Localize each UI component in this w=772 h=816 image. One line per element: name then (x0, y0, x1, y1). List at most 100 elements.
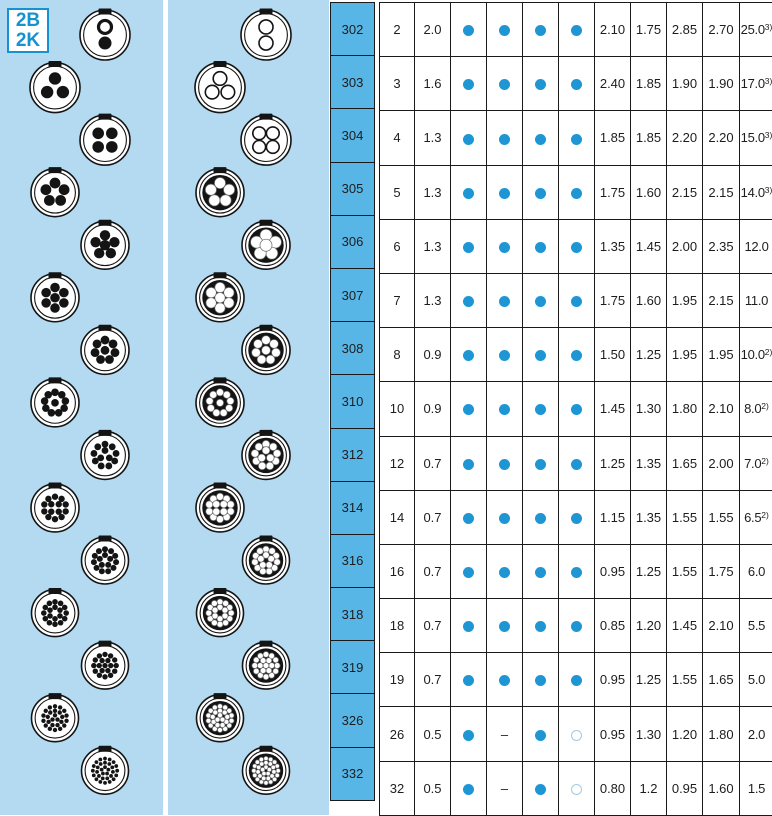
cell-contact-size: 1.3 (415, 219, 451, 273)
cell-availability-4 (559, 382, 595, 436)
cell-availability-4 (559, 761, 595, 815)
cell-value-1: 1.85 (595, 111, 631, 165)
cell-availability-4 (559, 436, 595, 490)
availability-dot (535, 242, 546, 253)
cell-value-4: 1.55 (703, 490, 740, 544)
availability-dot (535, 675, 546, 686)
availability-dot (535, 730, 546, 741)
cell-last-value: 6.52) (740, 490, 772, 544)
availability-dot (499, 188, 510, 199)
availability-dot (463, 25, 474, 36)
cell-contacts: 16 (380, 544, 415, 598)
availability-open-circle (571, 784, 582, 795)
cell-value-4: 2.35 (703, 219, 740, 273)
availability-dot (571, 513, 582, 524)
availability-dot (463, 242, 474, 253)
cell-value-3: 1.55 (667, 490, 703, 544)
row-label-326: 326 (330, 693, 375, 747)
cell-value-4: 2.10 (703, 599, 740, 653)
connector-diagram-312-male (81, 430, 129, 480)
availability-dot (499, 25, 510, 36)
availability-dot (535, 350, 546, 361)
cell-availability-1 (451, 707, 487, 761)
availability-dot (571, 79, 582, 90)
availability-dot (499, 567, 510, 578)
cell-value-1: 1.50 (595, 328, 631, 382)
cell-availability-2 (487, 653, 523, 707)
availability-dot (463, 188, 474, 199)
connector-diagram-303-male (30, 61, 80, 113)
connector-diagram-318-male (32, 588, 79, 637)
cell-availability-1 (451, 57, 487, 111)
connector-diagram-326-female (197, 693, 244, 742)
cell-value-3: 2.20 (667, 111, 703, 165)
cell-value-1: 1.25 (595, 436, 631, 490)
cell-availability-4 (559, 707, 595, 761)
cell-value-3: 1.95 (667, 273, 703, 327)
cell-value-3: 0.95 (667, 761, 703, 815)
cell-last-value: 6.0 (740, 544, 772, 598)
row-label-319: 319 (330, 640, 375, 694)
cell-contact-size: 0.7 (415, 490, 451, 544)
connector-diagram-308-male (81, 325, 129, 375)
cell-last-value: 14.03) (740, 165, 772, 219)
cell-value-1: 1.35 (595, 219, 631, 273)
cell-availability-1 (451, 273, 487, 327)
availability-dot (571, 621, 582, 632)
cell-value-4: 1.75 (703, 544, 740, 598)
connector-diagram-332-female (243, 746, 290, 795)
connector-diagram-302-male (80, 9, 130, 61)
connector-diagram-302-female (241, 9, 291, 61)
cell-value-4: 2.00 (703, 436, 740, 490)
cell-contact-size: 0.5 (415, 761, 451, 815)
availability-dot (535, 296, 546, 307)
cell-value-1: 2.40 (595, 57, 631, 111)
availability-dot (535, 404, 546, 415)
cell-value-1: 1.45 (595, 382, 631, 436)
cell-contacts: 2 (380, 3, 415, 57)
availability-dot (535, 459, 546, 470)
cell-contact-size: 0.9 (415, 328, 451, 382)
cell-availability-2 (487, 165, 523, 219)
availability-dot (463, 567, 474, 578)
cell-value-4: 1.65 (703, 653, 740, 707)
cell-availability-3 (523, 436, 559, 490)
connector-diagram-316-male (82, 536, 129, 585)
cell-availability-4 (559, 111, 595, 165)
cell-value-2: 1.2 (631, 761, 667, 815)
cell-availability-2: – (487, 761, 523, 815)
cell-value-4: 1.80 (703, 707, 740, 761)
availability-dot (535, 79, 546, 90)
cell-value-4: 2.15 (703, 165, 740, 219)
cell-last-value: 11.0 (740, 273, 772, 327)
availability-dot (535, 134, 546, 145)
availability-dot (571, 25, 582, 36)
cell-availability-3 (523, 599, 559, 653)
availability-dot (463, 350, 474, 361)
cell-value-4: 2.15 (703, 273, 740, 327)
availability-dot (463, 404, 474, 415)
cell-value-3: 2.85 (667, 3, 703, 57)
cell-contact-size: 0.9 (415, 382, 451, 436)
connector-diagram-307-female (196, 272, 244, 322)
footnote-marker: 2) (761, 401, 769, 411)
availability-dot (535, 621, 546, 632)
cell-availability-1 (451, 382, 487, 436)
connector-diagram-304-female (241, 114, 291, 166)
availability-dot (463, 621, 474, 632)
cell-value-4: 1.90 (703, 57, 740, 111)
cell-availability-3 (523, 328, 559, 382)
cell-contacts: 26 (380, 707, 415, 761)
cell-value-2: 1.30 (631, 382, 667, 436)
connector-diagram-304-male (80, 114, 130, 166)
cell-value-2: 1.60 (631, 165, 667, 219)
